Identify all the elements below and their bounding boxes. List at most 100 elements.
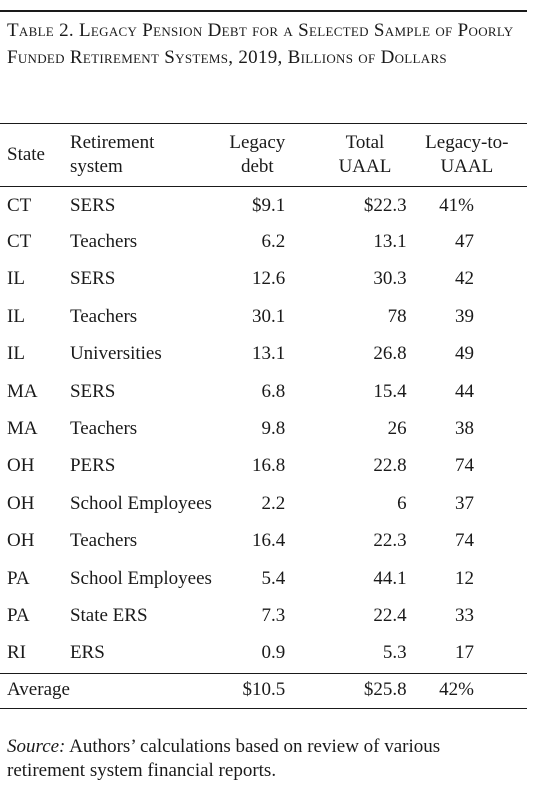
cell-legacy-debt: 12.6 [252,268,286,290]
header-legacy-debt: Legacy debt [229,132,286,177]
cell-retirement-system: Teachers [69,305,138,327]
cell-state: IL [7,268,25,290]
cell-state: MA [7,418,38,440]
cell-state: RI [7,642,26,664]
average-label: Average [7,679,70,701]
table-row: OH PERS 16.8 22.8 74 [0,448,527,485]
table-row: OH School Employees 2.2 6 37 [0,485,527,522]
table-row: RI ERS 0.9 5.3 17 [0,635,527,672]
average-top-rule [0,673,527,674]
cell-retirement-system: SERS [69,195,116,217]
average-total-uaal: $25.8 [363,679,407,701]
cell-legacy-debt: 30.1 [252,305,286,327]
cell-state: OH [7,492,35,514]
cell-legacy-debt: 2.2 [261,492,286,514]
cell-total-uaal: $22.3 [363,195,407,217]
cell-retirement-system: School Employees [69,492,212,514]
cell-legacy-to-uaal: 47 [455,231,474,253]
cell-legacy-debt: 13.1 [252,343,286,365]
cell-legacy-to-uaal: 42 [455,268,474,290]
cell-legacy-debt: $9.1 [252,195,286,217]
cell-state: PA [7,567,30,589]
table-row: IL Universities 13.1 26.8 49 [0,336,527,373]
pension-debt-table: State Retirement system Legacy debt Tota… [0,124,527,708]
cell-state: CT [7,195,32,217]
top-rule [0,10,527,12]
cell-retirement-system: Teachers [69,530,138,552]
cell-legacy-to-uaal: 38 [455,418,474,440]
cell-retirement-system: SERS [69,268,116,290]
cell-state: MA [7,380,38,402]
average-bottom-rule [0,708,527,709]
cell-legacy-to-uaal: 37 [455,492,474,514]
cell-retirement-system: School Employees [69,567,212,589]
source-text: Authors’ calculations based on review of… [7,736,441,781]
table-row: MA Teachers 9.8 26 38 [0,410,527,447]
cell-state: IL [7,343,25,365]
average-legacy-debt: $10.5 [242,679,286,701]
cell-legacy-to-uaal: 74 [455,455,474,477]
cell-state: CT [7,231,32,253]
header-top-rule [0,123,527,124]
source-label: Source: [7,736,66,757]
cell-retirement-system: SERS [69,380,116,402]
average-legacy-to-uaal: 42% [439,679,474,701]
cell-legacy-debt: 16.8 [252,455,286,477]
average-row: Average $10.5 $25.8 42% [0,672,527,708]
cell-total-uaal: 5.3 [382,642,407,664]
table-row: CT Teachers 6.2 13.1 47 [0,223,527,260]
cell-state: OH [7,530,35,552]
cell-total-uaal: 22.8 [373,455,407,477]
cell-total-uaal: 22.3 [373,530,407,552]
cell-retirement-system: Teachers [69,418,138,440]
table-row: IL SERS 12.6 30.3 42 [0,261,527,298]
cell-total-uaal: 26 [387,418,407,440]
cell-legacy-debt: 7.3 [261,604,286,626]
cell-retirement-system: Universities [69,343,162,365]
table-title: Table 2. Legacy Pension Debt for a Selec… [7,20,514,68]
cell-legacy-debt: 16.4 [252,530,286,552]
table-row: IL Teachers 30.1 78 39 [0,298,527,335]
cell-legacy-to-uaal: 74 [455,530,474,552]
table-body: CT SERS $9.1 $22.3 41% CT Teachers 6.2 13.1 47 IL S… [0,186,527,708]
source-note: Source: Authors’ calculations based on r… [7,735,522,783]
cell-retirement-system: State ERS [69,604,148,626]
cell-state: PA [7,604,30,626]
header-legacy-to-uaal: Legacy-to- UAAL [425,132,509,177]
cell-legacy-to-uaal: 17 [455,642,474,664]
cell-total-uaal: 78 [387,305,407,327]
cell-legacy-debt: 6.2 [261,231,286,253]
table-row: PA State ERS 7.3 22.4 33 [0,597,527,634]
cell-legacy-debt: 5.4 [261,567,286,589]
cell-legacy-to-uaal: 41% [439,195,474,217]
cell-state: IL [7,305,25,327]
cell-legacy-to-uaal: 49 [455,343,474,365]
table-row: CT SERS $9.1 $22.3 41% [0,186,527,223]
cell-total-uaal: 13.1 [373,231,407,253]
cell-total-uaal: 26.8 [373,343,407,365]
cell-retirement-system: Teachers [69,231,138,253]
cell-legacy-to-uaal: 39 [455,305,474,327]
header-retirement-system: Retirement system [69,132,155,177]
cell-state: OH [7,455,35,477]
cell-legacy-to-uaal: 33 [455,604,474,626]
table-row: MA SERS 6.8 15.4 44 [0,373,527,410]
header-state: State [7,144,45,165]
cell-total-uaal: 15.4 [373,380,407,402]
cell-legacy-debt: 0.9 [261,642,286,664]
cell-legacy-debt: 9.8 [261,418,286,440]
header-total-uaal: Total UAAL [338,132,392,177]
table-row: PA School Employees 5.4 44.1 12 [0,560,527,597]
table-row: OH Teachers 16.4 22.3 74 [0,523,527,560]
cell-total-uaal: 6 [397,492,407,514]
cell-total-uaal: 22.4 [373,604,407,626]
cell-legacy-to-uaal: 44 [455,380,474,402]
cell-retirement-system: PERS [69,455,116,477]
table-header: State Retirement system Legacy debt Tota… [0,124,527,186]
cell-total-uaal: 44.1 [373,567,407,589]
average-system-empty [70,672,229,708]
cell-retirement-system: ERS [69,642,105,664]
header-bottom-rule [0,186,527,187]
header-row: State Retirement system Legacy debt Tota… [0,124,527,186]
